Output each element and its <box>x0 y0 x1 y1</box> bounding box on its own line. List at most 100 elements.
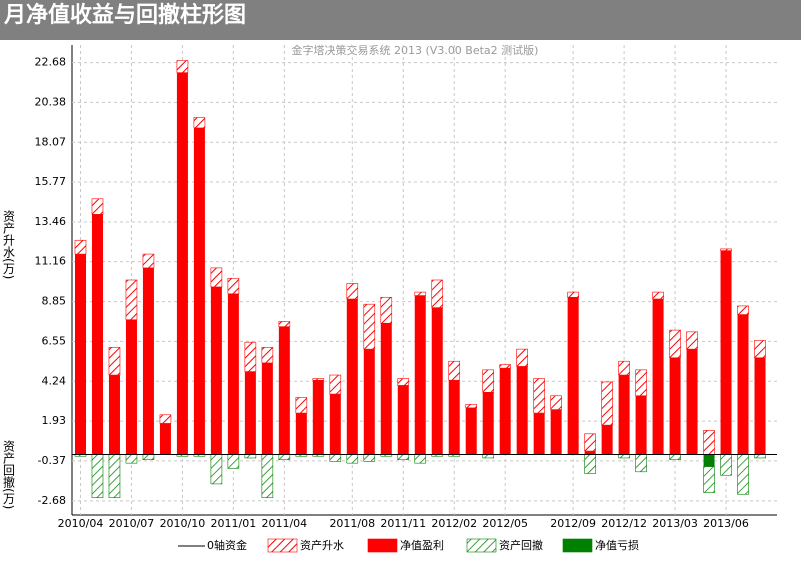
x-tick-label: 2013/03 <box>652 517 698 530</box>
bar-segment <box>482 454 495 459</box>
bar-segment <box>244 371 256 455</box>
bar-segment <box>754 454 766 459</box>
bar-segment <box>448 380 460 455</box>
bar-segment <box>703 466 715 493</box>
bar-segment <box>159 414 172 424</box>
bar-segment <box>346 454 359 464</box>
bar-segment <box>669 357 681 455</box>
bar-segment <box>108 454 121 499</box>
bar-segment <box>193 117 206 129</box>
bar-segment <box>567 291 579 298</box>
bar-segment <box>618 454 630 459</box>
x-tick-label: 2011/04 <box>261 517 307 530</box>
x-tick-label: 2012/09 <box>550 517 596 530</box>
bar-segment <box>380 323 392 455</box>
bar-segment <box>618 375 630 455</box>
bar-segment <box>193 127 205 455</box>
bar-segment <box>244 454 257 459</box>
chart-subtitle: 金字塔决策交易系统 2013 (V3.00 Beta2 测试版) <box>292 43 539 57</box>
bar-segment <box>91 214 103 455</box>
bar-segment <box>584 433 596 452</box>
legend-label: 0轴资金 <box>207 538 247 552</box>
bar-segment <box>142 253 155 269</box>
x-tick-label: 2012/02 <box>431 517 477 530</box>
bar-segment <box>91 454 104 499</box>
bar-segment <box>635 369 647 397</box>
bar-segment <box>227 277 240 295</box>
x-tick-label: 2012/05 <box>482 517 528 530</box>
x-tick-label: 2010/10 <box>160 517 206 530</box>
bar-segment <box>533 413 545 455</box>
bar-segment <box>363 303 376 350</box>
bar-segment <box>737 305 749 315</box>
bar-segment <box>533 378 545 414</box>
bar-segment <box>567 297 579 455</box>
bar-segment <box>261 454 274 499</box>
bar-segment <box>499 364 511 369</box>
x-tick-label: 2010/04 <box>58 517 104 530</box>
x-tick-label: 2011/08 <box>329 517 375 530</box>
y-tick-label: 13.46 <box>35 215 67 228</box>
bar-segment <box>125 454 138 464</box>
legend-label: 资产升水 <box>300 538 344 552</box>
y-tick-label: 6.55 <box>42 334 67 347</box>
bar-segment <box>482 392 494 455</box>
bar-segment <box>295 397 308 414</box>
bar-segment <box>74 239 87 255</box>
bar-segment <box>499 368 511 455</box>
bar-segment <box>550 409 562 455</box>
bar-segment <box>584 454 596 474</box>
bar-segment <box>397 378 410 386</box>
bar-segment <box>108 347 121 376</box>
x-tick-label: 2013/06 <box>703 517 749 530</box>
bar-segment <box>312 378 325 381</box>
bar-segment <box>278 326 290 455</box>
bar-segment <box>176 72 188 455</box>
bar-segment <box>737 454 749 495</box>
bar-segment <box>465 407 477 455</box>
bar-segment <box>380 296 393 324</box>
y-tick-label: 4.24 <box>42 374 67 387</box>
x-tick-label: 2011/11 <box>380 517 426 530</box>
bar-segment <box>754 340 766 359</box>
legend-label: 净值盈利 <box>400 538 444 552</box>
bar-segment <box>448 360 461 381</box>
bar-segment <box>142 267 154 455</box>
bar-segment <box>159 423 171 455</box>
bar-segment <box>329 374 342 395</box>
x-tick-label: 2011/01 <box>211 517 257 530</box>
bar-segment <box>482 369 495 393</box>
bar-segment <box>295 413 307 455</box>
y-label-bottom: 资产回撤(万) <box>2 440 16 510</box>
bar-segment <box>210 267 223 288</box>
bar-segment <box>414 295 426 455</box>
y-tick-label: 1.93 <box>42 414 67 427</box>
bar-segment <box>261 362 273 455</box>
bar-segment <box>652 299 664 455</box>
bar-segment <box>652 291 664 300</box>
y-tick-label: 8.85 <box>42 295 67 308</box>
bar-segment <box>125 279 138 321</box>
bar-segment <box>91 198 104 215</box>
bar-segment <box>176 60 189 73</box>
header-bar <box>0 0 801 40</box>
legend-label: 资产回撤 <box>499 538 543 552</box>
bar-segment <box>329 454 342 462</box>
bar-segment <box>227 454 240 469</box>
bar-segment <box>74 254 86 455</box>
bar-segment <box>618 360 630 376</box>
bar-segment <box>278 321 291 327</box>
bar-segment <box>635 454 647 473</box>
bar-segment <box>108 375 120 455</box>
bar-segment <box>601 425 613 455</box>
bar-segment <box>414 454 427 464</box>
bar-segment <box>431 279 444 308</box>
bar-segment <box>210 454 223 485</box>
y-tick-label: 18.07 <box>35 135 67 148</box>
bar-segment <box>329 394 341 455</box>
bar-segment <box>754 357 766 455</box>
y-tick-label: -0.37 <box>38 454 66 467</box>
bar-segment <box>142 454 155 461</box>
x-tick-label: 2010/07 <box>109 517 155 530</box>
